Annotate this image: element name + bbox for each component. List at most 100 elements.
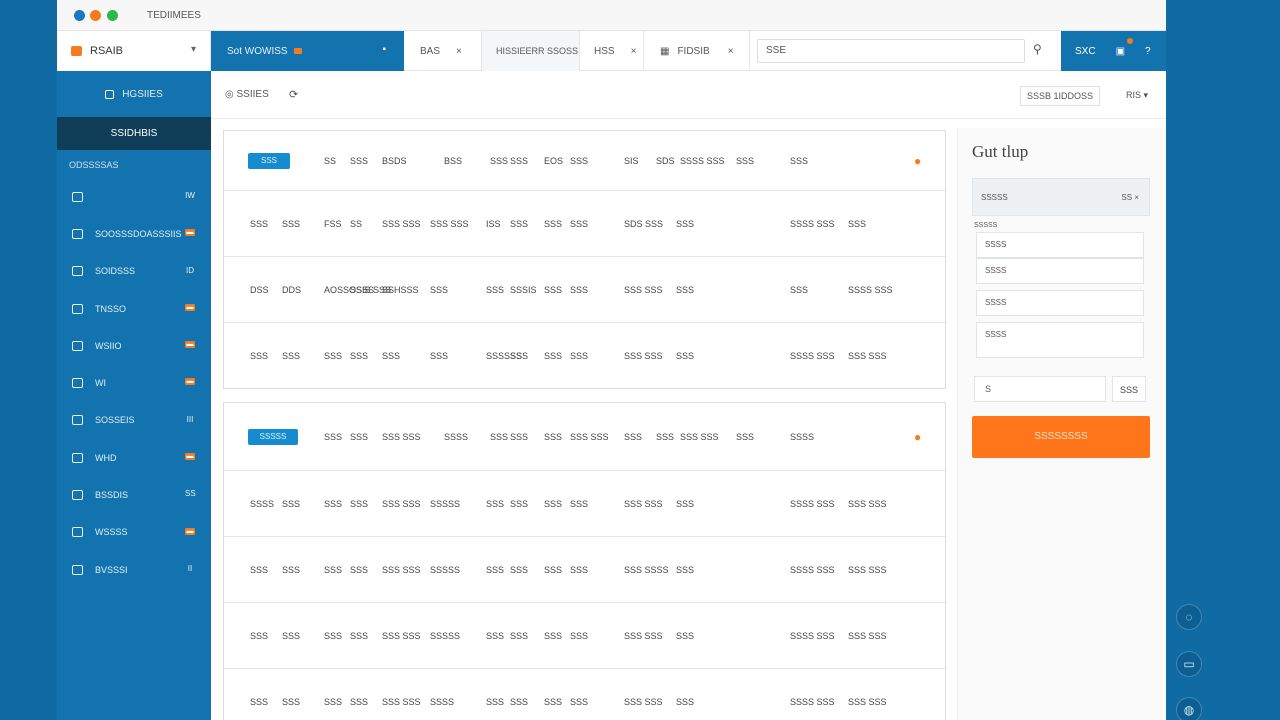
table-cell: SSS xyxy=(250,351,269,361)
sidebar-item-badge: ID xyxy=(186,265,194,275)
table-cell: SSS SSS xyxy=(382,498,421,509)
tab-4-close-icon[interactable]: × xyxy=(727,45,734,57)
sidebar-item[interactable]: WHD ▬ xyxy=(57,439,211,476)
row-action-icon[interactable]: ● xyxy=(914,429,922,444)
sidebar-header[interactable]: HGSIIES xyxy=(57,71,211,117)
sidebar-item[interactable]: TNSSO ▬ xyxy=(57,290,211,327)
table-row[interactable]: SSS SSS SSS SSS SSS SSS SSSS SSS SSS SSS SSS SSS S… xyxy=(224,669,945,720)
table-cell: SSS xyxy=(570,564,589,575)
sidebar-item-label: SOOSSSDOASSSIIS xyxy=(95,228,182,239)
filter-dropdown[interactable]: SSSB 1IDDOSS xyxy=(1019,86,1100,106)
tab-4[interactable]: ▦ FIDSIB × xyxy=(646,31,750,71)
form-field-3[interactable]: SSSS xyxy=(976,290,1144,316)
window-close-button[interactable] xyxy=(74,10,85,21)
form-field-4[interactable]: SSSS xyxy=(976,322,1144,358)
table-cell: SSS xyxy=(570,630,589,641)
form-field-1[interactable]: SSSS xyxy=(976,232,1144,258)
sidebar-item[interactable]: SOOSSSDOASSSIIS ▬ xyxy=(57,215,211,252)
sidebar-selected-item[interactable]: SSIDHBIS xyxy=(57,117,211,150)
tab-1-close-icon[interactable]: × xyxy=(456,45,462,57)
sidebar-item[interactable]: BSSDIS SS xyxy=(57,476,211,513)
refresh-icon[interactable]: ⟳ xyxy=(289,89,299,101)
table-cell: SSS SSS xyxy=(624,498,663,509)
form-field-2[interactable]: SSSS xyxy=(976,258,1144,284)
table-cell: SSS xyxy=(250,630,269,641)
table-row[interactable]: SSS SSS SSS SSS SSS SSS SSSSSS SSS SSS SSS SSS SSS… xyxy=(224,323,945,389)
sidebar-item-icon xyxy=(72,452,83,463)
quantity-input[interactable]: S xyxy=(974,376,1106,402)
brand-switcher[interactable]: RSAIB ▾ xyxy=(57,31,211,71)
tab-3[interactable]: HSS × xyxy=(580,31,644,71)
help-icon[interactable]: ? xyxy=(1145,45,1151,57)
table-cell: SDS SSS xyxy=(624,218,664,229)
apply-button[interactable]: SSS xyxy=(1112,376,1146,402)
table-cell: SSS SSS xyxy=(848,697,887,707)
sidebar-item[interactable]: SOIDSSS ID xyxy=(57,253,211,290)
table-cell: SSS SSSS xyxy=(624,564,669,575)
panel-header-label: SSSSS xyxy=(981,193,1008,202)
view-dropdown[interactable]: RIS ▾ xyxy=(1125,90,1148,100)
table-cell: SSSS SSS xyxy=(848,284,893,295)
sidebar-item[interactable]: WSSSS ▬ xyxy=(57,514,211,551)
sidebar-item-label: WHD xyxy=(95,452,117,463)
table-cell: SSS xyxy=(324,697,343,707)
panel-close-button[interactable]: SS × xyxy=(1121,193,1139,202)
table-cell: SSS SSS xyxy=(848,351,887,361)
tab-active[interactable]: Sot WOWISS ▪ xyxy=(211,31,404,71)
status-pill[interactable]: SSS xyxy=(248,152,290,169)
search-icon[interactable]: ⚲ xyxy=(1033,42,1042,56)
tab-3-close-icon[interactable]: × xyxy=(630,45,637,57)
table-row[interactable]: SSS SSS SSS SSS SSS SSS SSSSS SSS SSS SSS SSS SSS … xyxy=(224,603,945,669)
table-cell: DDS xyxy=(282,284,302,295)
sidebar-item[interactable]: WSIIO ▬ xyxy=(57,327,211,364)
tab-1[interactable]: BAS × xyxy=(406,31,482,71)
table-cell: SSS xyxy=(350,498,369,509)
breadcrumb[interactable]: ◎ SSIIES xyxy=(225,89,269,100)
user-label[interactable]: SXC xyxy=(1075,45,1096,57)
tab-4-label: FIDSIB xyxy=(677,45,710,57)
table-row[interactable]: SSS SSS SSS SSS SSS SSS SSSSS SSS SSS SSS SSS SSS … xyxy=(224,537,945,603)
table-cell: SSS xyxy=(544,564,563,575)
table-cell: SSS xyxy=(282,630,301,641)
table-cell: SSS SSS xyxy=(624,351,663,361)
sidebar-item[interactable]: WI ▬ xyxy=(57,364,211,401)
settings-icon[interactable]: ◍ xyxy=(1176,697,1202,720)
window-maximize-button[interactable] xyxy=(107,10,118,21)
top-toolbar: RSAIB ▾ Sot WOWISS ▪ BAS × HISSIEERR SSO… xyxy=(57,31,1166,71)
table-cell: SSS xyxy=(544,697,563,707)
table-cell: SSS xyxy=(544,498,563,509)
tab-3-label: HSS xyxy=(594,45,615,57)
table-row[interactable]: SSSS SSS SSS SSS SSS SSS SSSSS SSS SSS SSS SSS SSS… xyxy=(224,471,945,537)
message-icon[interactable]: ▭ xyxy=(1176,651,1202,677)
chat-icon[interactable]: ◌ xyxy=(1176,604,1202,630)
primary-action-button[interactable]: SSSSSSSS xyxy=(972,416,1150,458)
window-minimize-button[interactable] xyxy=(90,10,101,21)
sidebar-item-icon xyxy=(72,191,83,202)
sidebar-item[interactable]: BVSSSI II xyxy=(57,551,211,588)
table-cell: SSSSS xyxy=(430,630,461,641)
sidebar-item-label: BSSDIS xyxy=(95,490,129,501)
search-input[interactable]: SSE xyxy=(757,39,1025,63)
table-cell: SSSS SSS xyxy=(790,564,835,575)
table-row[interactable]: DSS DDS AOSSOSSS SSIS SSS SSHSSS SSS SSS SSSIS S… xyxy=(224,257,945,323)
table-cell: SSS xyxy=(848,218,867,229)
table-row[interactable]: SSS SSS FSS SS SSS SSS SSS SSS ISS SSS SSS SSS SDS… xyxy=(224,191,945,257)
bell-icon[interactable]: ▣ xyxy=(1115,45,1126,57)
sidebar-item[interactable]: IW xyxy=(57,178,211,215)
tab-close-icon[interactable]: ▪ xyxy=(382,44,386,55)
table-header-cell: SSS xyxy=(350,155,369,166)
table-cell: SSSS xyxy=(430,697,455,707)
table-cell: SSS SSS xyxy=(430,218,469,229)
sidebar-item[interactable]: SOSSEIS III xyxy=(57,402,211,439)
row-action-icon[interactable]: ● xyxy=(914,153,922,168)
tab-2-label: HISSIEERR SSOSS xyxy=(496,46,579,56)
table-cell: SSS xyxy=(350,697,369,707)
table-cell: SSS SSS xyxy=(624,284,663,295)
sidebar-item-icon xyxy=(72,340,83,351)
data-table-1: SSS SS SSS BSDS BSS SSS SSS EOS SSS SIS SDS SSSS SS… xyxy=(223,130,946,389)
tab-2[interactable]: HISSIEERR SSOSS xyxy=(482,31,580,71)
table-icon: ▦ xyxy=(660,45,670,57)
table-cell: SSS SSS xyxy=(848,630,887,641)
status-pill[interactable]: SSSSS xyxy=(248,428,298,445)
table-cell: SSS xyxy=(324,498,343,509)
